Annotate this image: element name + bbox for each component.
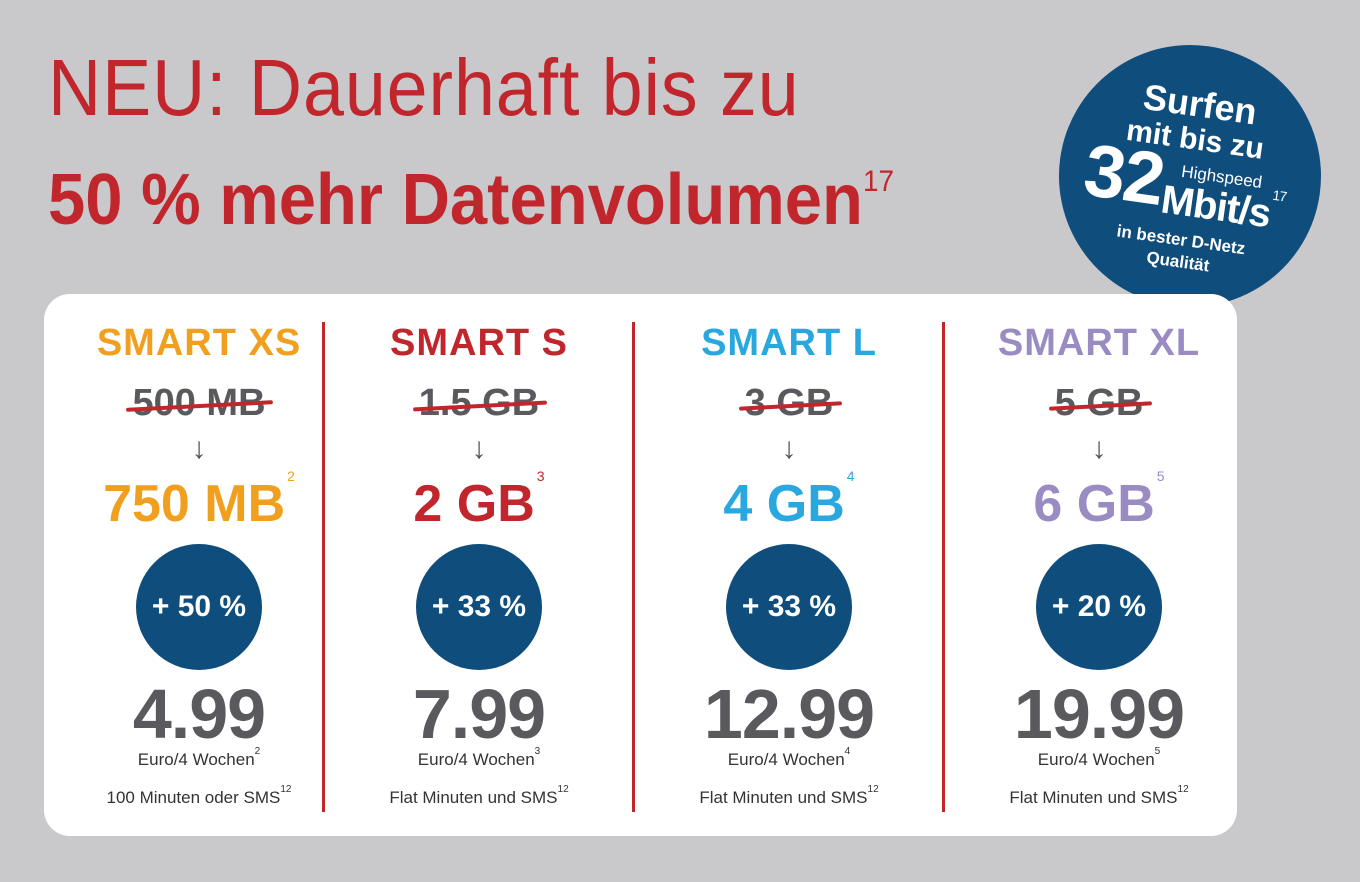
plan-old-volume-text: 5 GB (1054, 382, 1144, 424)
plans-card: SMART XS 500 MB ↓ 750 MB 2 + 50 % 4.99 Eu… (44, 294, 1237, 836)
plan-bonus-badge: + 50 % (136, 544, 262, 670)
badge-footnote: 17 (1271, 186, 1288, 205)
plan-name: SMART XL (997, 322, 1201, 364)
plan-feature-footnote: 12 (1177, 784, 1189, 796)
plan-period: Euro/4 Wochen5 (944, 746, 1254, 770)
plan-new-volume: 750 MB 2 (44, 468, 354, 534)
plan-new-volume-footnote: 5 (1156, 467, 1165, 484)
arrow-down-icon: ↓ (191, 432, 207, 465)
plan-period: Euro/4 Wochen4 (634, 746, 944, 770)
arrow-down-icon: ↓ (1091, 432, 1107, 465)
plan-new-volume: 6 GB 5 (944, 468, 1254, 534)
plan-new-volume: 2 GB 3 (324, 468, 634, 534)
plan-period-footnote: 4 (844, 746, 851, 758)
plan-old-volume-text: 500 MB (132, 382, 266, 424)
plan-price: 7.99 (412, 675, 546, 753)
arrow-down-icon: ↓ (471, 432, 487, 465)
speed-badge: Surfen mit bis zu 32 Highspeed Mbit/s17 … (1042, 28, 1338, 324)
headline: NEU: Dauerhaft bis zu 50 % mehr Datenvol… (48, 40, 958, 248)
plan-period-footnote: 3 (534, 746, 541, 758)
headline-line-2-text: 50 % mehr Datenvolumen (48, 160, 863, 240)
plan-old-volume-text: 3 GB (744, 382, 834, 424)
plan-new-volume-text: 750 MB (103, 475, 286, 533)
headline-line-1: NEU: Dauerhaft bis zu (48, 43, 800, 132)
plan-period-footnote: 5 (1154, 746, 1161, 758)
plan-feature-text: Flat Minuten und SMS (1009, 788, 1178, 807)
plan-feature: 100 Minuten oder SMS12 (44, 784, 354, 808)
plan-new-volume-text: 4 GB (723, 475, 845, 533)
plan-feature-text: Flat Minuten und SMS (389, 788, 558, 807)
plan-feature-text: Flat Minuten und SMS (699, 788, 868, 807)
plan-smart-s[interactable]: SMART S 1.5 GB ↓ 2 GB 3 + 33 % 7.99 Euro/… (324, 294, 634, 836)
plan-period-text: Euro/4 Wochen (1037, 750, 1155, 769)
plan-feature-footnote: 12 (867, 784, 879, 796)
plan-old-volume-text: 1.5 GB (418, 382, 540, 424)
plan-new-volume-footnote: 4 (846, 467, 855, 484)
badge-speed-value: 32 (1079, 127, 1169, 221)
plan-price: 12.99 (703, 675, 875, 753)
headline-footnote: 17 (862, 165, 894, 198)
plan-smart-xs[interactable]: SMART XS 500 MB ↓ 750 MB 2 + 50 % 4.99 Eu… (44, 294, 354, 836)
headline-line-2: 50 % mehr Datenvolumen17 (48, 142, 894, 248)
plan-new-volume-footnote: 2 (287, 467, 295, 484)
plan-bonus-badge: + 33 % (416, 544, 542, 670)
plan-new-volume: 4 GB 4 (634, 468, 944, 534)
column-divider (632, 322, 635, 812)
plan-feature: Flat Minuten und SMS12 (634, 784, 944, 808)
plan-period: Euro/4 Wochen3 (324, 746, 634, 770)
plan-new-volume-footnote: 3 (536, 467, 545, 484)
column-divider (942, 322, 945, 812)
plan-feature: Flat Minuten und SMS12 (944, 784, 1254, 808)
plan-feature-text: 100 Minuten oder SMS (106, 788, 281, 807)
plan-name: SMART XS (96, 322, 302, 364)
plan-name: SMART L (701, 322, 877, 364)
plan-old-volume: 3 GB (634, 382, 944, 425)
plan-period-footnote: 2 (254, 746, 261, 758)
plan-bonus-badge: + 20 % (1036, 544, 1162, 670)
column-divider (322, 322, 325, 812)
plan-smart-xl[interactable]: SMART XL 5 GB ↓ 6 GB 5 + 20 % 19.99 Euro/… (944, 294, 1254, 836)
plan-old-volume: 500 MB (44, 382, 354, 425)
plan-old-volume: 5 GB (944, 382, 1254, 425)
plan-price: 19.99 (1013, 675, 1185, 753)
plan-bonus-badge: + 33 % (726, 544, 852, 670)
plan-period: Euro/4 Wochen2 (44, 746, 354, 770)
plan-feature-footnote: 12 (280, 784, 292, 796)
plan-period-text: Euro/4 Wochen (137, 750, 255, 769)
plan-period-text: Euro/4 Wochen (417, 750, 535, 769)
arrow-down-icon: ↓ (781, 432, 797, 465)
plan-name: SMART S (390, 322, 568, 364)
plan-feature: Flat Minuten und SMS12 (324, 784, 634, 808)
plan-period-text: Euro/4 Wochen (727, 750, 845, 769)
plan-old-volume: 1.5 GB (324, 382, 634, 425)
plan-new-volume-text: 2 GB (413, 475, 535, 533)
plan-feature-footnote: 12 (557, 784, 569, 796)
plan-price: 4.99 (132, 675, 266, 753)
plan-smart-l[interactable]: SMART L 3 GB ↓ 4 GB 4 + 33 % 12.99 Euro/4… (634, 294, 944, 836)
plan-new-volume-text: 6 GB (1033, 475, 1155, 533)
